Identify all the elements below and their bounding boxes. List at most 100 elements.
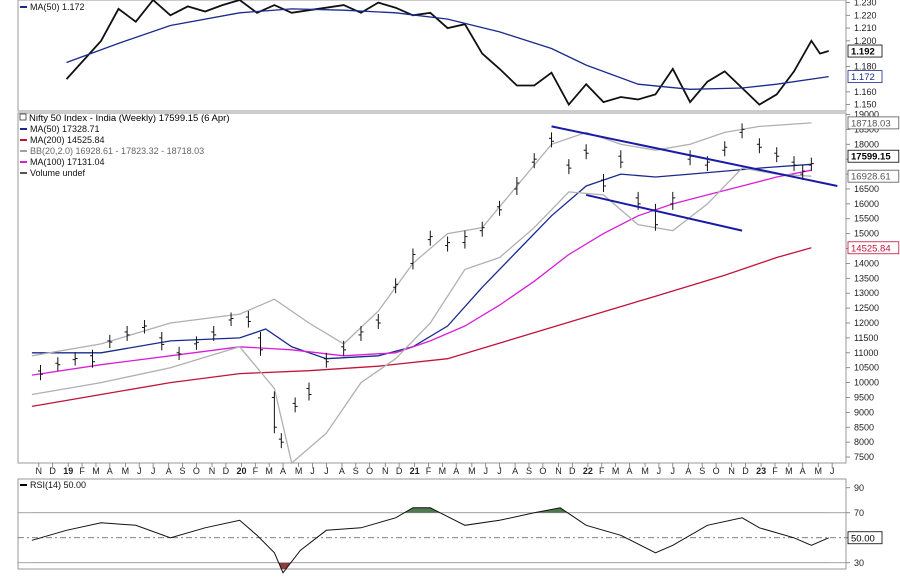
xtick-label-31: J [483,466,488,476]
xtick-label-11: O [193,466,200,476]
xtick-label-16: M [265,466,273,476]
ytick-label-1-5: 10000 [854,378,879,388]
ytick-label-1-16: 15500 [854,214,879,224]
xtick-label-15: F [253,466,259,476]
value-tag-1-1-box [847,149,900,163]
ytick-label-1-1: 8000 [854,437,874,447]
xtick-label-32: J [497,466,502,476]
xtick-label-24: N [382,466,389,476]
ytick-label-0-4: 1.210 [854,23,877,33]
xtick-label-9: A [166,466,172,476]
xtick-label-2: 19 [63,466,73,476]
series-line-1-2 [31,247,812,408]
ytick-label-0-0: 1.150 [854,100,877,110]
xtick-label-18: M [295,466,303,476]
title-icon [19,113,27,121]
ytick-label-1-17: 16000 [854,199,879,209]
value-tag-0-0-box [847,44,883,58]
xtick-label-51: F [772,466,778,476]
xtick-label-26: 21 [410,466,420,476]
xtick-label-53: A [800,466,806,476]
panel-frame-0 [17,0,847,112]
xtick-label-19: J [310,466,315,476]
ytick-label-1-9: 12000 [854,318,879,328]
series-line-1-3 [31,122,812,357]
xtick-label-1: D [49,466,56,476]
xtick-label-33: A [512,466,518,476]
xtick-label-48: N [728,466,735,476]
ytick-label-0-3: 1.200 [854,36,877,46]
panel-frame-1 [17,112,847,464]
xtick-label-50: 23 [756,466,766,476]
value-tag-1-2-box [847,169,900,183]
xtick-label-29: A [453,466,459,476]
xtick-label-21: A [339,466,345,476]
xtick-label-7: J [137,466,142,476]
xtick-label-52: M [785,466,793,476]
legend-label-2-0: RSI(14) 50.00 [30,480,86,490]
xtick-label-36: N [555,466,562,476]
ytick-label-1-2: 8500 [854,422,874,432]
panel-frame-2 [17,478,847,570]
value-tag-2-0: 50.00 [851,533,875,544]
xtick-label-42: M [641,466,649,476]
ytick-label-1-18: 16500 [854,184,879,194]
ytick-label-1-11: 13000 [854,288,879,298]
ytick-label-1-23: 19000 [854,109,879,119]
legend-label-1-4: Volume undef [30,168,86,178]
xtick-label-20: J [324,466,329,476]
legend-label-1-1: MA(200) 14525.84 [30,135,105,145]
rsi-overbought-fill [31,507,829,513]
xtick-label-45: A [685,466,691,476]
value-tag-1-3-box [847,241,900,255]
series-line-1-0 [31,163,812,360]
value-tag-1-3: 14525.84 [851,243,891,254]
legend-label-1-3: MA(100) 17131.04 [30,157,105,167]
ytick-label-2-2: 70 [854,508,864,518]
xtick-label-40: M [612,466,620,476]
xtick-label-12: N [209,466,216,476]
ytick-label-0-5: 1.220 [854,10,877,20]
xtick-label-8: J [151,466,156,476]
ytick-label-0-1: 1.160 [854,87,877,97]
xtick-label-0: N [36,466,43,476]
ytick-label-1-15: 15000 [854,229,879,239]
value-tag-0-0: 1.192 [851,47,875,58]
xtick-label-4: M [92,466,100,476]
trendline-1 [585,193,743,232]
ytick-label-0-6: 1.230 [854,0,877,8]
value-tag-0-1-box [847,70,883,83]
ytick-label-1-13: 14000 [854,258,879,268]
legend-label-0-0: MA(50) 1.172 [30,2,85,12]
ytick-label-1-22: 18500 [854,124,879,134]
xtick-label-23: O [366,466,373,476]
xtick-label-39: F [599,466,605,476]
ytick-label-1-3: 9000 [854,407,874,417]
ytick-label-1-10: 12500 [854,303,879,313]
xtick-label-17: A [280,466,286,476]
xtick-label-3: F [79,466,85,476]
xtick-label-28: M [439,466,447,476]
value-tag-0-1: 1.172 [851,72,875,83]
xtick-label-38: 22 [583,466,593,476]
ytick-label-1-7: 11000 [854,348,878,358]
chart-title: Nifty 50 Index - India (Weekly) 17599.15… [29,113,229,124]
xtick-label-22: S [353,466,359,476]
ytick-label-2-3: 90 [854,483,864,493]
ytick-label-0-2: 1.180 [854,61,877,71]
xtick-label-25: D [396,466,403,476]
ytick-label-1-6: 10500 [854,363,879,373]
ytick-label-2-0: 30 [854,558,864,568]
ytick-label-1-0: 7500 [854,452,874,462]
legend-label-1-2: BB(20,2.0) 16928.61 - 17823.32 - 18718.0… [30,146,204,156]
ytick-label-1-12: 13500 [854,273,879,283]
xtick-label-43: J [657,466,662,476]
value-tag-1-2: 16928.61 [851,172,891,183]
trendline-0 [551,125,838,187]
xtick-label-37: D [569,466,576,476]
series-line-2-0 [31,507,829,574]
ytick-label-1-4: 9500 [854,392,874,402]
xtick-label-35: O [539,466,546,476]
